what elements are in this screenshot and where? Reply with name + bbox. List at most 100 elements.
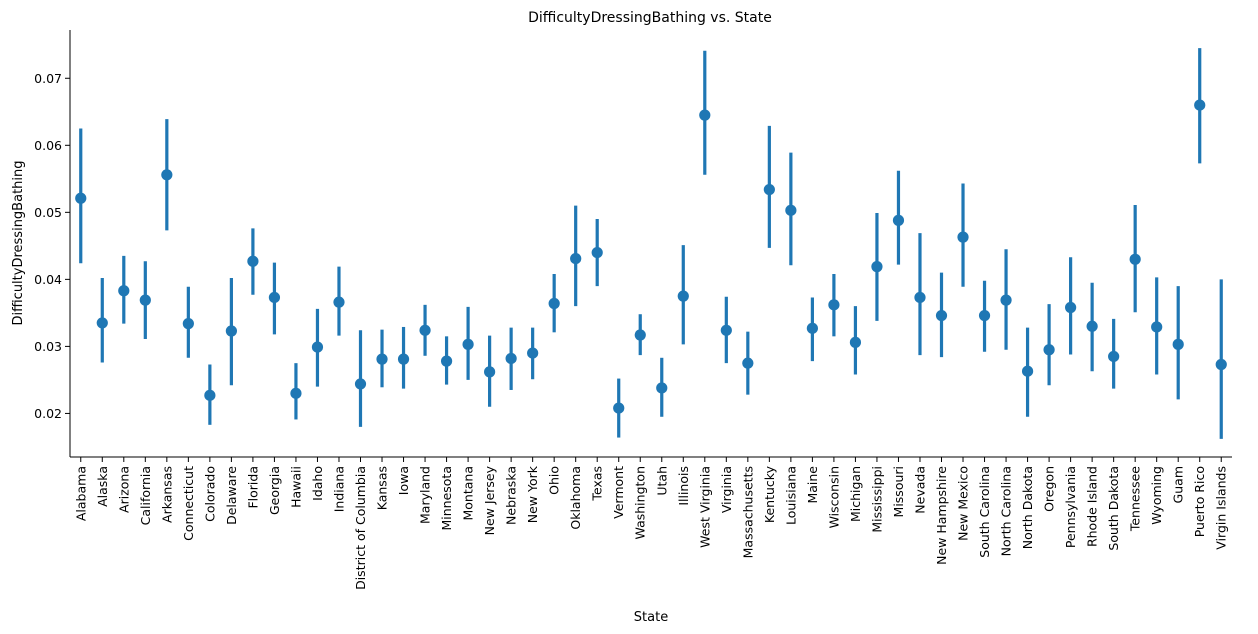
data-point (376, 353, 388, 365)
x-tick-label: Guam (1171, 466, 1186, 503)
data-point (139, 294, 151, 306)
data-point (527, 347, 539, 359)
x-tick-label: Montana (461, 466, 476, 521)
data-point (290, 387, 302, 399)
data-point (1172, 338, 1184, 350)
x-tick-label: Missouri (891, 466, 906, 517)
data-point (892, 214, 905, 226)
data-point (1000, 294, 1012, 306)
x-tick-label: Minnesota (439, 466, 454, 531)
data-point (484, 366, 496, 378)
y-tick-label: 0.07 (34, 71, 62, 86)
data-point (1043, 344, 1055, 356)
y-tick-label: 0.03 (34, 339, 62, 354)
x-tick-label: Arizona (116, 466, 131, 513)
x-tick-label: Connecticut (181, 466, 196, 541)
data-point (1086, 320, 1098, 332)
chart-title: DifficultyDressingBathing vs. State (528, 10, 772, 26)
x-tick-label: South Dakota (1106, 466, 1121, 551)
y-tick-label: 0.06 (34, 138, 62, 153)
x-tick-label: Hawaii (288, 466, 303, 508)
x-tick-label: District of Columbia (353, 466, 368, 590)
data-point (591, 246, 603, 259)
data-point (354, 378, 367, 390)
data-point (268, 291, 281, 304)
x-tick-label: Vermont (611, 466, 626, 519)
data-point (742, 357, 754, 369)
data-point (505, 352, 517, 365)
y-tick-label: 0.05 (34, 205, 62, 220)
data-point (1108, 350, 1120, 363)
data-point (333, 296, 345, 308)
x-tick-label: West Virginia (697, 466, 712, 548)
x-tick-label: New Jersey (482, 465, 497, 535)
x-tick-label: Wisconsin (826, 466, 841, 528)
data-point (806, 322, 818, 334)
data-point (914, 291, 926, 304)
data-point (96, 317, 108, 329)
x-tick-label: Nebraska (504, 466, 519, 525)
data-point (118, 285, 130, 297)
y-tick-label: 0.02 (34, 406, 62, 421)
x-tick-label: Wyoming (1149, 466, 1164, 525)
x-tick-label: New Hampshire (934, 466, 949, 565)
x-tick-label: Florida (245, 466, 260, 509)
x-tick-label: Maryland (418, 466, 433, 524)
data-point (182, 318, 194, 330)
data-point (1129, 253, 1141, 265)
x-tick-label: Washington (633, 466, 648, 539)
x-tick-label: Georgia (267, 466, 282, 515)
data-point (828, 299, 840, 311)
x-tick-label: Pennsylvania (1063, 466, 1078, 548)
data-point (1151, 321, 1163, 333)
y-axis: 0.02 0.03 0.04 0.05 0.06 0.07 (34, 71, 70, 421)
data-point (978, 309, 991, 322)
y-axis-label: DifficultyDressingBathing (11, 160, 26, 325)
data-point (548, 297, 560, 310)
x-tick-label: Utah (654, 466, 669, 496)
data-point (570, 252, 582, 265)
data-point (419, 324, 431, 336)
data-point (849, 336, 862, 348)
data-point (161, 169, 173, 181)
x-tick-label: Oregon (1042, 466, 1057, 512)
x-tick-label: Tennessee (1128, 466, 1143, 532)
x-tick-label: Virgin Islands (1214, 466, 1229, 550)
x-tick-label: Colorado (202, 466, 217, 522)
x-tick-label: Idaho (310, 466, 325, 501)
data-point (397, 353, 410, 365)
data-point (785, 204, 797, 216)
x-tick-label: Oklahoma (568, 466, 583, 530)
x-axis-label: State (634, 610, 668, 625)
data-point (763, 183, 775, 196)
x-tick-label: North Dakota (1020, 466, 1035, 549)
data-point (247, 255, 259, 267)
x-tick-label: Massachusetts (740, 466, 755, 558)
data-point (699, 109, 711, 121)
data-point (613, 402, 625, 414)
x-axis: Alabama Alaska Arizona California Arkansas Co… (73, 457, 1229, 590)
x-tick-label: Mississippi (869, 466, 884, 533)
data-point (677, 290, 689, 302)
x-tick-label: Arkansas (159, 466, 174, 523)
data-point (1021, 365, 1034, 377)
data-point (656, 382, 668, 394)
data-point (957, 231, 969, 243)
data-point (1215, 358, 1227, 371)
data-point (440, 355, 453, 367)
x-tick-label: Rhode Island (1085, 466, 1100, 547)
x-tick-label: Iowa (396, 466, 411, 495)
data-point (871, 261, 883, 273)
x-tick-label: Louisiana (783, 466, 798, 525)
x-tick-label: Kentucky (762, 465, 777, 523)
x-tick-label: New York (525, 465, 540, 523)
x-tick-label: Puerto Rico (1192, 466, 1207, 537)
x-tick-label: Nevada (912, 466, 927, 514)
x-tick-label: Delaware (224, 466, 239, 525)
data-point (75, 192, 87, 204)
plot-marks (75, 48, 1227, 439)
x-tick-label: New Mexico (956, 466, 971, 541)
x-tick-label: Maine (805, 466, 820, 504)
x-tick-label: Virginia (719, 466, 734, 513)
